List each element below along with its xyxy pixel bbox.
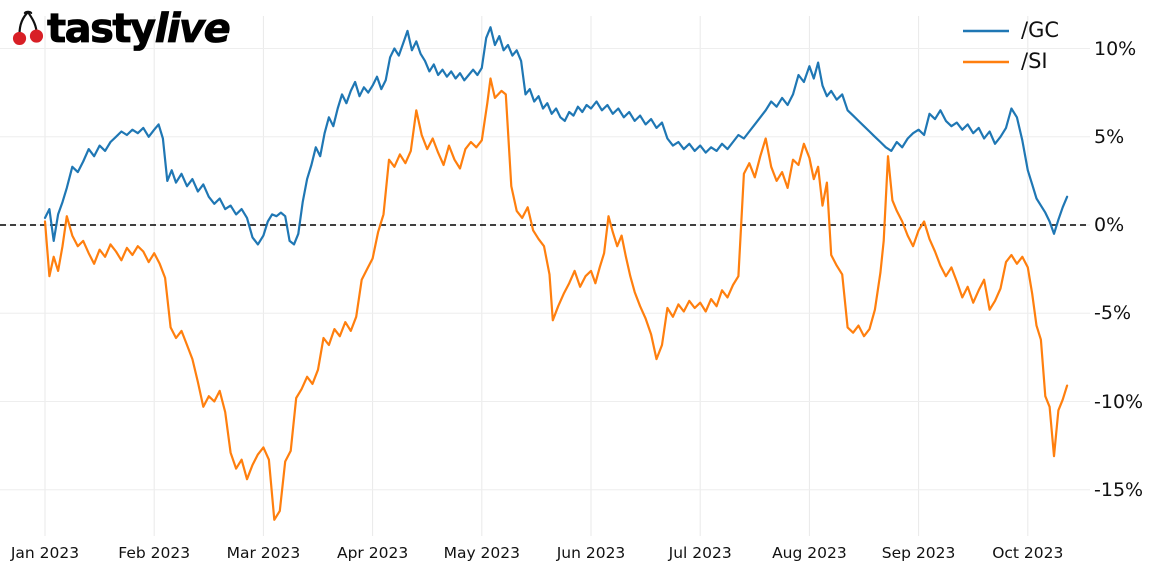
y-tick-label: -10% xyxy=(1094,390,1144,413)
series-line-si xyxy=(43,77,1069,521)
gc-line-swatch-icon xyxy=(963,29,1009,32)
x-tick-label: Apr 2023 xyxy=(336,544,409,562)
x-tick-label: Sep 2023 xyxy=(881,544,956,562)
x-tick-label: Mar 2023 xyxy=(226,544,301,562)
y-tick-label: 0% xyxy=(1094,214,1125,236)
x-tick-label: Oct 2023 xyxy=(992,544,1064,562)
si-line-swatch-icon xyxy=(963,60,1009,63)
x-tick-label: Jul 2023 xyxy=(668,544,732,562)
legend-label-si: /SI xyxy=(1021,49,1048,73)
legend-item-gc: /GC xyxy=(963,15,1059,46)
legend-item-si: /SI xyxy=(963,46,1059,77)
brand-wordmark: tastylive xyxy=(47,6,232,52)
y-tick-label: -15% xyxy=(1094,478,1144,501)
legend-label-gc: /GC xyxy=(1021,18,1060,42)
cherry-icon xyxy=(12,10,44,45)
brand-word-live: live xyxy=(154,6,231,52)
x-tick-label: May 2023 xyxy=(443,544,521,562)
x-tick-label: Jun 2023 xyxy=(556,544,626,562)
x-tick-label: Aug 2023 xyxy=(772,544,847,562)
y-tick-label: 10% xyxy=(1094,37,1137,60)
legend: /GC /SI xyxy=(963,15,1059,77)
brand-word-tasty: tasty xyxy=(47,6,157,52)
series-line-gc xyxy=(43,26,1069,246)
series-lines xyxy=(43,26,1069,521)
x-tick-label: Jan 2023 xyxy=(10,544,80,562)
x-tick-label: Feb 2023 xyxy=(118,544,191,562)
y-tick-label: -5% xyxy=(1094,302,1131,325)
tastylive-logo: tastylive xyxy=(12,6,232,52)
y-tick-label: 5% xyxy=(1094,125,1125,148)
